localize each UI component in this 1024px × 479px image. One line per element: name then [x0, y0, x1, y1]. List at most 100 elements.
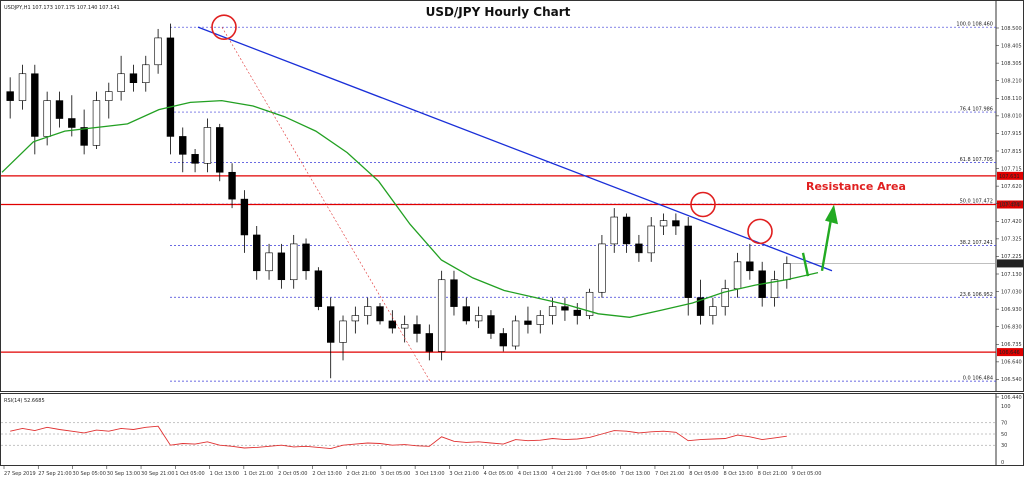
time-tick-label: 4 Oct 05:00 — [484, 471, 513, 477]
fib-level-label: 0.0 106.484 — [963, 376, 993, 382]
candle-body — [253, 234, 261, 272]
overlays — [197, 14, 838, 382]
candle-body — [647, 225, 655, 254]
candle-body — [659, 220, 668, 227]
time-tick-label: 27 Sep 2019 — [4, 471, 36, 477]
candle-body — [548, 306, 557, 316]
fib-level-label: 76.4 107.986 — [960, 107, 993, 113]
candle-body — [585, 291, 594, 316]
candle-body — [80, 127, 88, 146]
time-tick-label: 4 Oct 13:00 — [518, 471, 547, 477]
price-tick-label: 106.540 — [1001, 377, 1022, 383]
candle-body — [339, 320, 347, 343]
level-price-badge — [997, 171, 1023, 180]
price-tick-label: 106.830 — [1001, 325, 1022, 331]
candle-body — [783, 263, 791, 281]
candle-body — [327, 306, 335, 343]
time-tick-label: 30 Sep 21:00 — [141, 471, 174, 477]
fib-swing-line — [221, 27, 431, 382]
breakout-arrow-head — [825, 204, 838, 225]
resistance-area-label: Resistance Area — [806, 180, 906, 193]
green-dash-marker — [801, 252, 810, 277]
price-tick-label: 108.210 — [1001, 79, 1022, 85]
candle-body — [240, 198, 249, 236]
candle-body — [487, 315, 495, 334]
candle-body — [437, 279, 446, 352]
price-tick-label: 108.305 — [1001, 61, 1022, 67]
price-tick-label: 106.440 — [1001, 395, 1022, 401]
candle-body — [166, 37, 175, 137]
horizontal-levels: 107.631 107.474 106.646 107.141 — [1, 171, 1023, 357]
price-tick-label: 107.420 — [1001, 219, 1022, 225]
candle-body — [314, 270, 323, 307]
candle-body — [216, 127, 224, 173]
time-tick-label: 8 Oct 05:00 — [689, 471, 718, 477]
time-tick-label: 1 Oct 21:00 — [244, 471, 273, 477]
price-axis: 108.500 108.405 108.305 108.210 108.110 108.0… — [996, 26, 1022, 401]
time-tick-label: 7 Oct 21:00 — [655, 471, 684, 477]
level-price-label: 107.631 — [999, 174, 1020, 180]
candle-body — [684, 225, 692, 298]
candle-body — [18, 73, 27, 101]
candle-body — [302, 243, 310, 272]
price-tick-label: 107.620 — [1001, 184, 1022, 190]
candle-body — [376, 306, 384, 322]
current-price-badge — [997, 259, 1023, 268]
time-tick-label: 8 Oct 21:00 — [758, 471, 787, 477]
candle-body — [351, 315, 360, 322]
candle-body — [203, 127, 212, 164]
time-tick-label: 3 Oct 05:00 — [381, 471, 410, 477]
candle-body — [622, 216, 631, 245]
candle-body — [709, 306, 717, 316]
candle-body — [92, 100, 101, 146]
price-tick-label: 108.500 — [1001, 26, 1022, 32]
current-price-label: 107.141 — [999, 261, 1020, 267]
time-tick-label: 9 Oct 05:00 — [792, 471, 821, 477]
fib-level-label: 23.6 106.952 — [960, 292, 993, 298]
moving-average — [1, 99, 819, 318]
price-tick-label: 107.520 — [1001, 202, 1022, 208]
price-tick-label: 108.110 — [1001, 96, 1022, 102]
candle-body — [474, 315, 483, 322]
candle-body — [610, 216, 618, 245]
candle-body — [228, 171, 236, 200]
candle-body — [142, 64, 150, 83]
chart-title: USD/JPY Hourly Chart — [426, 5, 571, 19]
candle-body — [179, 136, 187, 155]
candle-body — [450, 279, 458, 307]
rsi-line — [10, 425, 787, 450]
time-tick-label: 30 Sep 13:00 — [107, 471, 140, 477]
candle-body — [524, 320, 532, 325]
candle-body — [746, 261, 754, 272]
price-tick-label: 107.225 — [1001, 254, 1022, 260]
rsi-panel-frame — [0, 393, 1024, 466]
candle-body — [598, 243, 606, 293]
candle-body — [561, 306, 569, 311]
candle-body — [43, 100, 51, 137]
descending-trendline — [197, 26, 833, 272]
candlesticks — [6, 23, 791, 379]
rsi-tick-label: 50 — [1001, 432, 1007, 438]
candle-body — [129, 73, 138, 83]
price-tick-label: 106.640 — [1001, 360, 1022, 366]
breakout-arrow-shaft — [820, 213, 834, 271]
rsi-indicator: 100 70 50 30 0 — [1, 404, 1011, 466]
fib-level-label: 38.2 107.241 — [960, 240, 993, 246]
time-axis: 27 Sep 2019 27 Sep 21:00 30 Sep 05:00 30 Se… — [3, 466, 821, 477]
time-tick-label: 7 Oct 13:00 — [621, 471, 650, 477]
candle-body — [68, 118, 76, 128]
candle-body — [265, 252, 273, 272]
time-tick-label: 1 Oct 13:00 — [210, 471, 239, 477]
level-price-label: 107.474 — [999, 203, 1020, 209]
candle-body — [536, 315, 544, 325]
candle-body — [635, 243, 643, 254]
level-price-label: 106.646 — [999, 350, 1020, 356]
price-tick-label: 107.325 — [1001, 237, 1022, 243]
fib-level-label: 50.0 107.472 — [960, 199, 993, 205]
candle-body — [31, 73, 39, 137]
candle-body — [117, 73, 125, 92]
time-tick-label: 2 Oct 05:00 — [278, 471, 307, 477]
candle-body — [363, 306, 372, 316]
time-tick-label: 7 Oct 05:00 — [586, 471, 615, 477]
